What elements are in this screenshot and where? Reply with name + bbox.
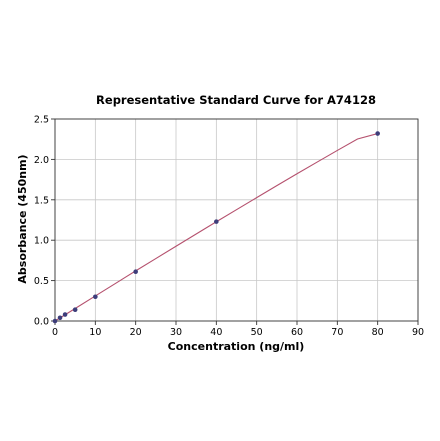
tick-layer: 0 10 20 30 40 50 60 70 80 90 0.0 0.5 1.0 1.5 2.0 2.5: [34, 115, 424, 339]
y-tick-label: 0.0: [34, 317, 49, 328]
y-axis-label: Absorbance (450nm): [16, 154, 29, 283]
x-tick-label: 0: [52, 327, 58, 338]
x-tick-label: 60: [291, 327, 303, 338]
x-tick-label: 70: [331, 327, 343, 338]
chart-title: Representative Standard Curve for A74128: [96, 93, 376, 107]
data-point-layer: [52, 131, 380, 324]
x-tick-label: 10: [89, 327, 101, 338]
data-point: [52, 318, 58, 324]
data-point: [62, 312, 68, 317]
y-tick-label: 0.5: [34, 276, 49, 287]
y-tick-label: 1.0: [34, 236, 49, 247]
x-tick-label: 20: [130, 327, 142, 338]
grid-layer: [54, 118, 419, 322]
x-tick-label: 90: [412, 327, 424, 338]
data-point: [93, 294, 98, 300]
x-tick-label: 30: [170, 327, 182, 338]
y-tick-label: 2.0: [34, 155, 49, 166]
x-tick-label: 80: [372, 327, 384, 338]
data-point: [133, 269, 138, 275]
x-axis-label: Concentration (ng/ml): [168, 340, 305, 353]
data-point: [214, 219, 219, 224]
x-tick-label: 40: [210, 327, 222, 338]
data-point: [375, 131, 380, 136]
y-tick-label: 1.5: [34, 195, 49, 206]
data-point: [57, 315, 63, 321]
x-tick-label: 50: [251, 327, 263, 338]
y-tick-label: 2.5: [34, 115, 49, 126]
data-point: [72, 307, 78, 312]
plot-frame: [54, 118, 419, 322]
